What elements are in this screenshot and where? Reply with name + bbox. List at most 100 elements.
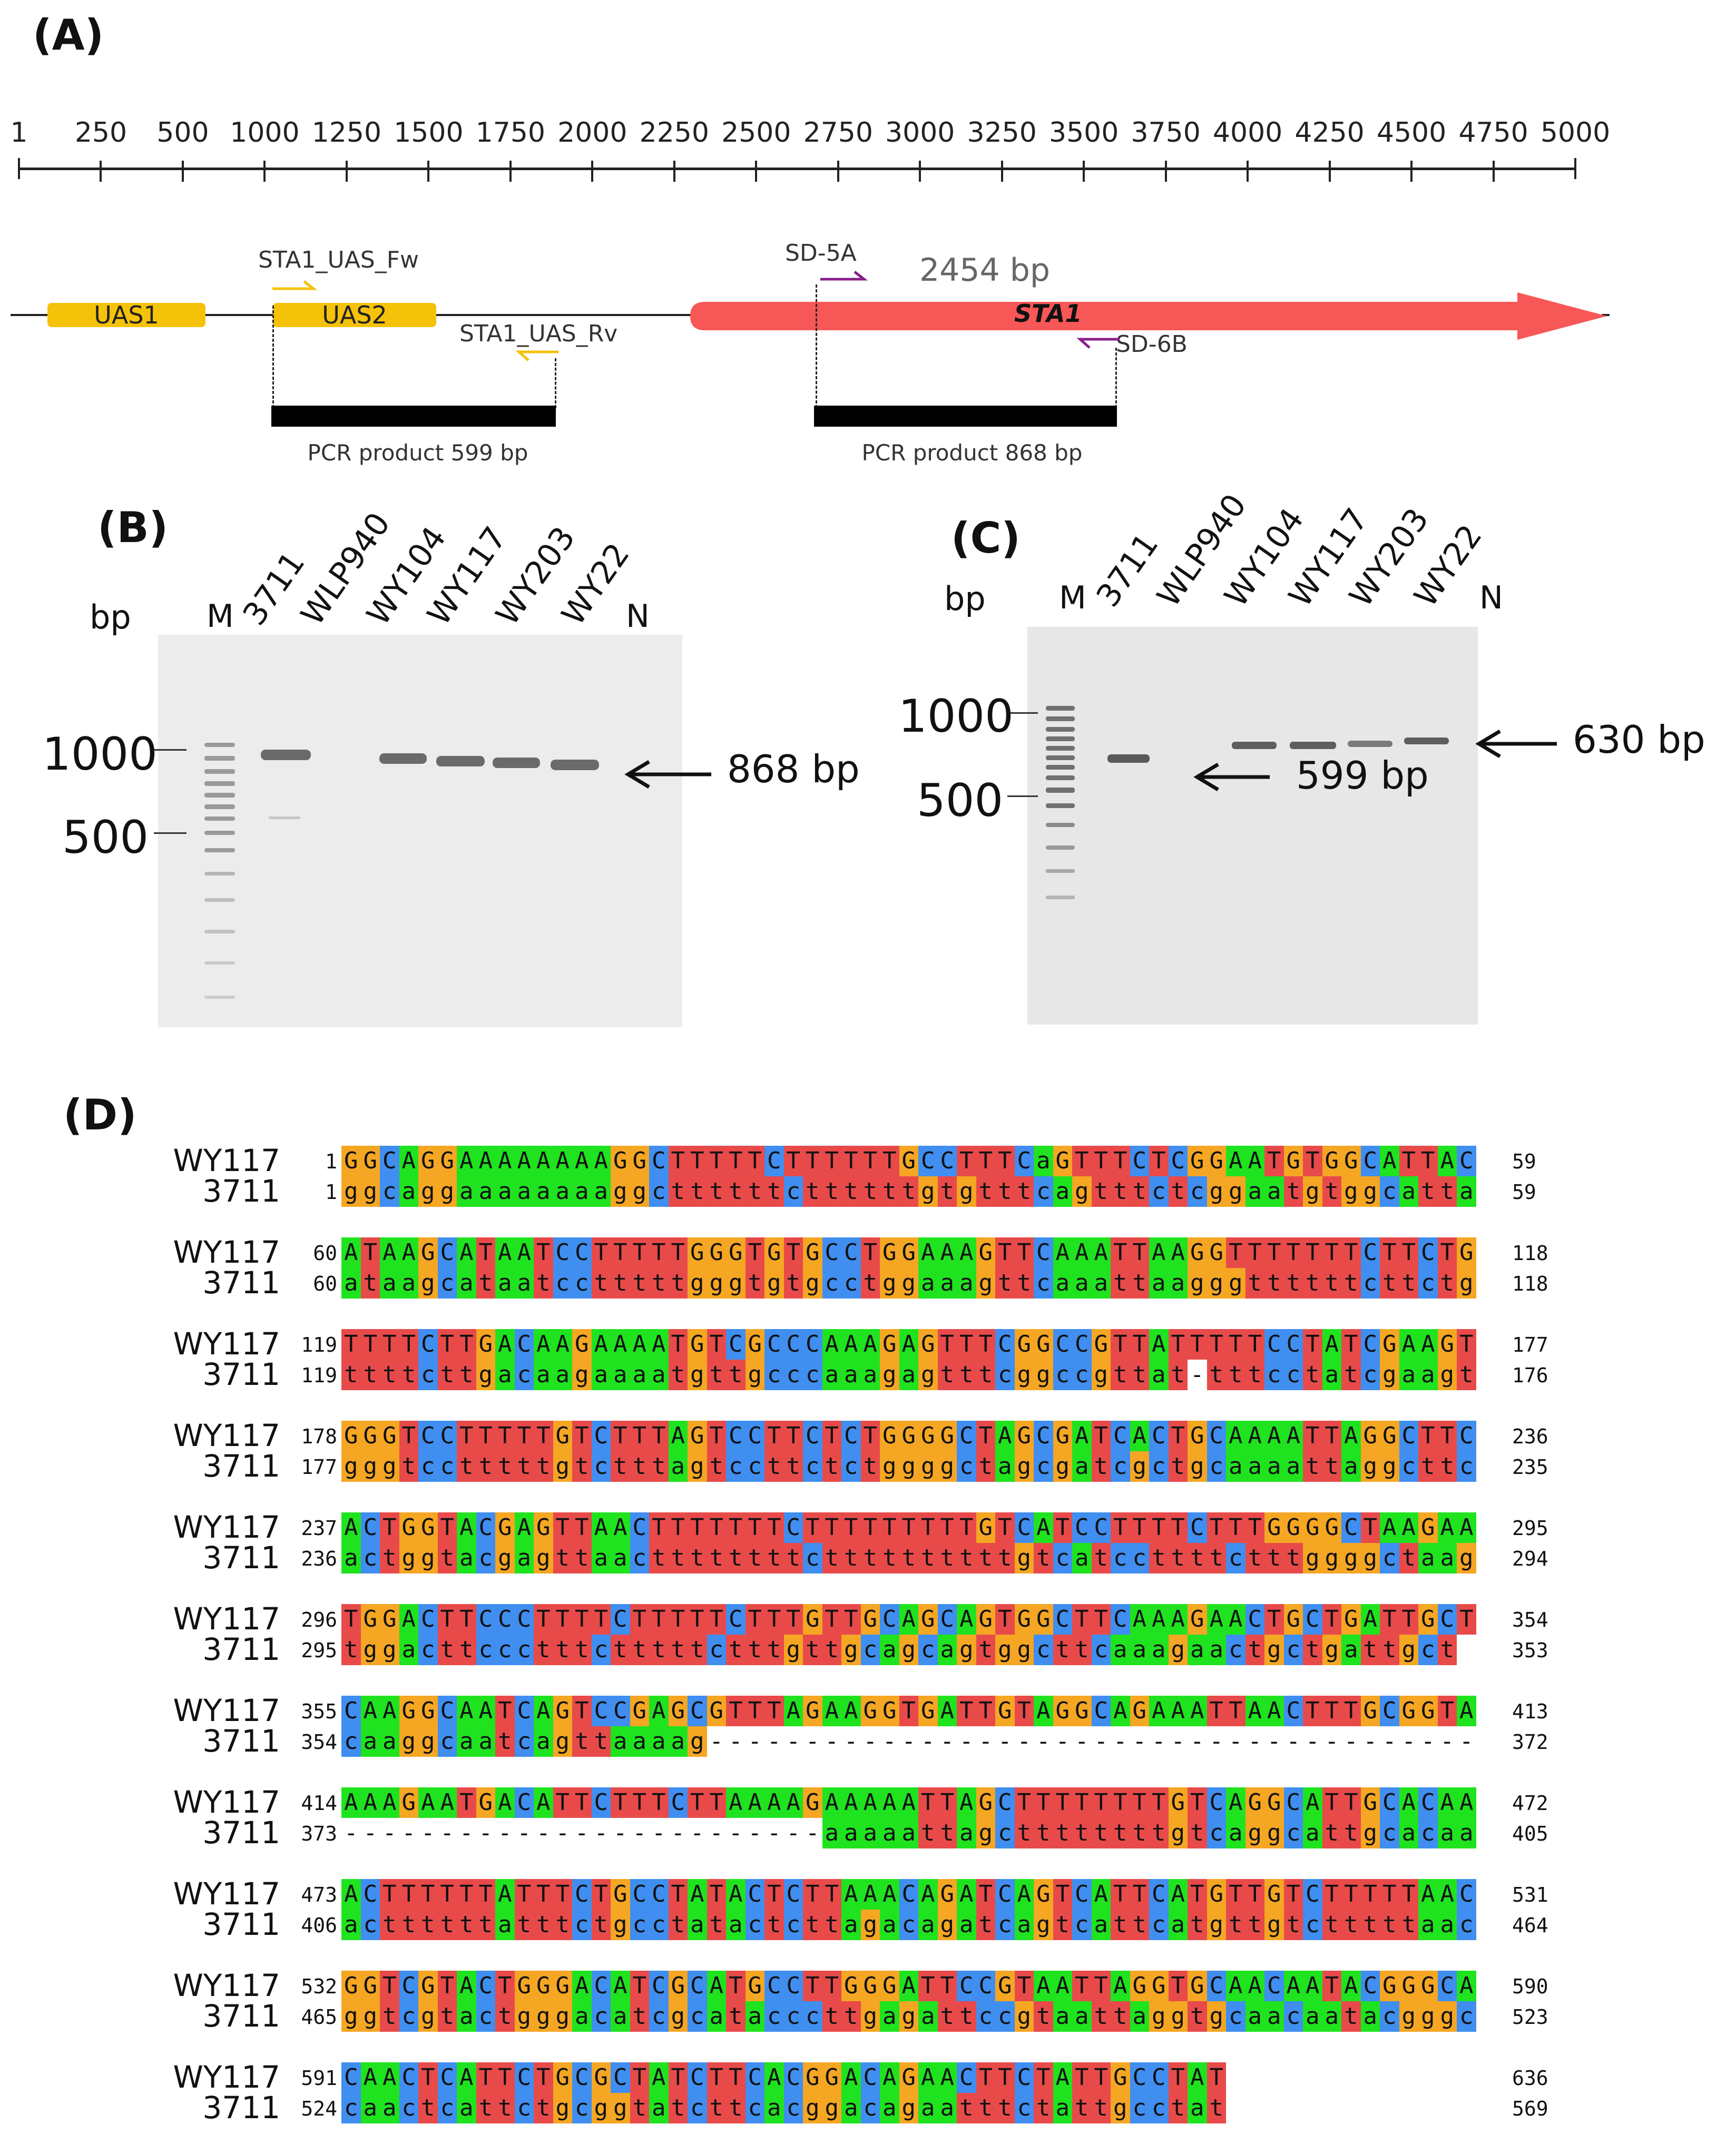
nucleotide: c [918, 1635, 938, 1665]
nucleotide: G [1360, 1696, 1380, 1726]
nucleotide: - [1264, 1726, 1284, 1757]
nucleotide: g [1437, 1360, 1457, 1390]
nucleotide: G [553, 2062, 572, 2093]
gel-b-ladder-tick [154, 749, 187, 751]
nucleotide: a [1264, 2001, 1284, 2032]
alignment-start-number: 60 [313, 1272, 337, 1295]
alignment-seq-name: WY117 [173, 1784, 280, 1820]
nucleotide: g [1014, 1543, 1034, 1573]
nucleotide: G [976, 1512, 995, 1543]
pcr-product-label-right: PCR product 868 bp [861, 440, 1083, 466]
nucleotide: a [880, 2001, 899, 2032]
nucleotide: c [1034, 1268, 1053, 1299]
nucleotide: c [1034, 1635, 1053, 1665]
nucleotide: A [1322, 1329, 1341, 1360]
nucleotide: A [783, 1696, 803, 1726]
gel-c-ladder-tick [1007, 795, 1038, 797]
nucleotide: A [783, 1787, 803, 1818]
sta1-size-label: 2454 bp [919, 252, 1050, 289]
nucleotide: t [1091, 2001, 1111, 2032]
gel-c-ladder-500: 500 [917, 774, 1004, 827]
nucleotide: t [822, 1910, 841, 1940]
nucleotide: C [976, 1971, 995, 2001]
nucleotide: C [495, 1604, 515, 1635]
nucleotide: t [591, 1726, 611, 1757]
nucleotide: G [803, 2062, 822, 2093]
nucleotide: T [457, 1329, 476, 1360]
nucleotide: t [1053, 1910, 1072, 1940]
gel-c-arrow-left-icon [1193, 762, 1270, 792]
nucleotide: G [803, 1237, 822, 1268]
nucleotide: T [630, 1237, 649, 1268]
nucleotide: C [783, 1329, 803, 1360]
nucleotide: g [899, 2093, 918, 2123]
nucleotide: G [822, 2062, 841, 2093]
nucleotide: t [726, 1176, 746, 1207]
nucleotide: c [1111, 1543, 1130, 1573]
nucleotide: C [514, 1604, 534, 1635]
nucleotide: T [341, 1604, 361, 1635]
nucleotide: A [860, 1879, 880, 1910]
nucleotide: a [1341, 1451, 1361, 1482]
nucleotide: G [1418, 1604, 1438, 1635]
nucleotide: g [611, 2093, 630, 2123]
nucleotide: c [745, 1910, 764, 1940]
nucleotide: T [1322, 1971, 1341, 2001]
nucleotide: T [957, 1696, 976, 1726]
nucleotide: a [1418, 1360, 1438, 1390]
nucleotide: c [572, 1910, 592, 1940]
nucleotide: T [745, 1696, 764, 1726]
nucleotide: T [1111, 1512, 1130, 1543]
alignment-seq-name: 3711 [202, 1265, 280, 1301]
nucleotide: t [649, 1635, 669, 1665]
nucleotide: A [495, 1329, 515, 1360]
ruler-tick [509, 161, 512, 182]
nucleotide: - [1072, 1726, 1092, 1757]
nucleotide: T [437, 1329, 457, 1360]
ruler-tick [837, 161, 839, 182]
ruler-tick-label: 1750 [475, 117, 545, 149]
panel-label-c: (C) [951, 514, 1021, 563]
nucleotide: T [476, 1421, 495, 1451]
nucleotide: T [1283, 1237, 1303, 1268]
nucleotide: T [457, 1421, 476, 1451]
gel-b-arrow-icon [624, 760, 711, 789]
nucleotide: A [918, 1879, 938, 1910]
nucleotide: t [1245, 1268, 1264, 1299]
nucleotide: t [726, 2093, 746, 2123]
nucleotide: A [1457, 1787, 1476, 1818]
nucleotide: a [457, 1176, 476, 1207]
nucleotide: a [918, 2001, 938, 2032]
nucleotide: T [476, 1237, 495, 1268]
nucleotide: t [1303, 1635, 1322, 1665]
nucleotide: T [611, 1787, 630, 1818]
nucleotide: t [360, 1268, 380, 1299]
nucleotide: A [1226, 1787, 1245, 1818]
nucleotide: T [803, 1971, 822, 2001]
nucleotide: A [1091, 1879, 1111, 1910]
nucleotide: T [976, 1879, 995, 1910]
nucleotide: a [957, 1268, 976, 1299]
nucleotide: T [1034, 1787, 1053, 1818]
nucleotide: T [360, 1329, 380, 1360]
nucleotide: A [341, 1512, 361, 1543]
nucleotide: - [1130, 1726, 1149, 1757]
nucleotide: A [899, 1971, 918, 2001]
ruler-tick-label: 2500 [721, 117, 791, 149]
nucleotide: c [1149, 1176, 1169, 1207]
nucleotide: t [572, 1543, 592, 1573]
nucleotide: T [1399, 1879, 1418, 1910]
ruler-tick-label: 3000 [885, 117, 955, 149]
alignment-end-number: 372 [1512, 1730, 1548, 1754]
nucleotide: C [476, 1512, 495, 1543]
genomic-line-right [1602, 314, 1610, 316]
nucleotide: a [1188, 2093, 1207, 2123]
nucleotide: G [860, 1971, 880, 2001]
nucleotide: t [688, 1635, 707, 1665]
nucleotide: c [1149, 1451, 1169, 1482]
nucleotide: T [495, 1971, 515, 2001]
nucleotide: G [1188, 1421, 1207, 1451]
ruler-tick [1083, 161, 1085, 182]
nucleotide: T [803, 1879, 822, 1910]
